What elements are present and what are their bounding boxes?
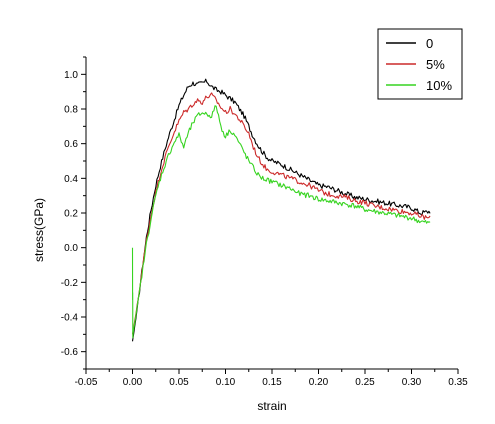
series-line-0 xyxy=(131,78,431,342)
x-tick-label: 0.00 xyxy=(123,377,143,388)
x-tick-label: 0.30 xyxy=(402,377,422,388)
y-tick-label: 0.4 xyxy=(64,174,78,185)
x-tick-label: 0.35 xyxy=(448,377,468,388)
y-tick-label: -0.4 xyxy=(61,313,79,324)
y-axis-title: stress(GPa) xyxy=(32,198,46,262)
legend: 0 5% 10% xyxy=(377,28,463,100)
y-tick-label: 0.2 xyxy=(64,209,78,220)
legend-label-0: 0 xyxy=(426,36,433,51)
y-tick-label: 1.0 xyxy=(64,70,78,81)
series-line-2 xyxy=(131,105,431,339)
x-tick-label: 0.05 xyxy=(169,377,189,388)
axes-group: -0.05 0.00 0.05 0.10 0.15 0.20 0.25 0.30 0.35 -0.… xyxy=(61,56,468,388)
y-tick-label: 0.6 xyxy=(64,139,78,150)
x-axis-title: strain xyxy=(257,399,286,413)
legend-label-1: 5% xyxy=(426,57,445,72)
x-tick-label: -0.05 xyxy=(75,377,98,388)
y-tick-label: 0.0 xyxy=(64,243,78,254)
y-tick-label: 0.8 xyxy=(64,105,78,116)
legend-label-2: 10% xyxy=(426,78,452,93)
series-line-1 xyxy=(131,92,431,335)
y-tick-label: -0.6 xyxy=(61,347,79,358)
series-group xyxy=(131,78,431,342)
y-tick-label: -0.2 xyxy=(61,278,79,289)
x-tick-label: 0.20 xyxy=(309,377,329,388)
x-tick-label: 0.25 xyxy=(355,377,375,388)
x-tick-label: 0.15 xyxy=(262,377,282,388)
x-tick-label: 0.10 xyxy=(216,377,236,388)
